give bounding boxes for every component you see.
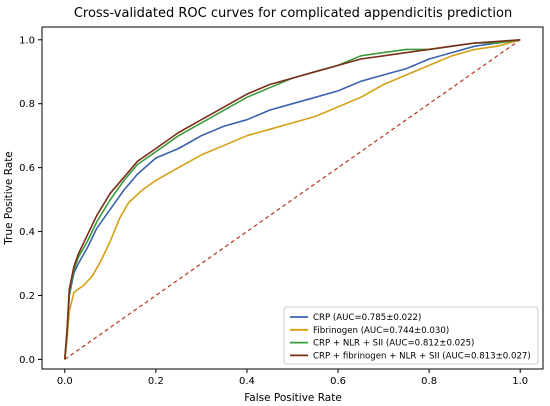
roc-series-line-4 xyxy=(64,39,521,360)
y-tick-label: 0.2 xyxy=(19,291,35,302)
y-tick-label: 0.6 xyxy=(19,163,35,174)
ticks-layer: 0.0 0.2 0.4 0.6 0.8 1.0 0.0 0.2 0.4 0.6 0.8 1.0 xyxy=(19,35,528,387)
chance-diagonal-line xyxy=(64,39,521,360)
x-tick-label: 0.8 xyxy=(421,376,437,387)
y-tick-label: 0.8 xyxy=(19,99,35,110)
x-axis-title: False Positive Rate xyxy=(244,392,342,404)
x-tick-label: 0.2 xyxy=(148,376,164,387)
legend-label: Fibrinogen (AUC=0.744±0.030) xyxy=(313,326,449,336)
x-tick-label: 0.6 xyxy=(330,376,346,387)
roc-series-line-3 xyxy=(64,39,521,360)
y-tick-label: 0.4 xyxy=(19,227,35,238)
legend-label: CRP + fibrinogen + NLR + SII (AUC=0.813±… xyxy=(313,351,531,361)
x-tick-label: 0.4 xyxy=(239,376,255,387)
legend-box xyxy=(283,306,539,365)
x-tick-label: 0.0 xyxy=(57,376,73,387)
legend: CRP (AUC=0.785±0.022) Fibrinogen (AUC=0.7… xyxy=(283,306,539,365)
roc-series-line-2 xyxy=(64,39,521,360)
y-tick-label: 0.0 xyxy=(19,355,35,366)
series-layer xyxy=(64,39,521,360)
legend-label: CRP + NLR + SII (AUC=0.812±0.025) xyxy=(313,339,474,349)
y-tick-label: 1.0 xyxy=(19,35,35,46)
roc-series-line-1 xyxy=(64,39,521,360)
legend-label: CRP (AUC=0.785±0.022) xyxy=(313,313,421,323)
chart-title: Cross-validated ROC curves for complicat… xyxy=(74,6,512,21)
y-axis-title: True Positive Rate xyxy=(3,151,15,246)
x-tick-label: 1.0 xyxy=(512,376,528,387)
diagonal-layer xyxy=(64,39,521,360)
